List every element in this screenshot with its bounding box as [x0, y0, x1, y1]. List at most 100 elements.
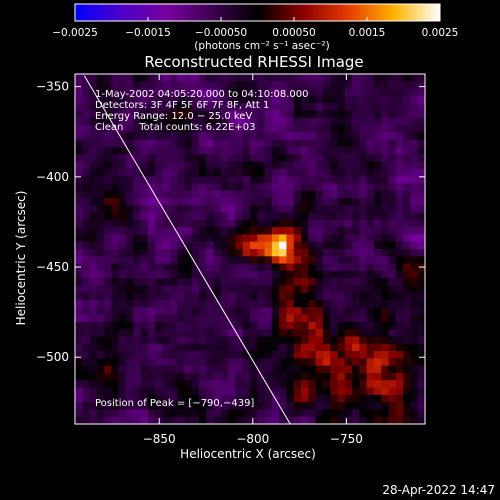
- heatmap-cell: [118, 139, 127, 148]
- heatmap-cell: [228, 241, 237, 250]
- heatmap-cell: [220, 95, 229, 104]
- heatmap-cell: [235, 197, 244, 206]
- heatmap-cell: [373, 278, 382, 287]
- heatmap-cell: [126, 372, 134, 381]
- heatmap-cell: [206, 292, 215, 301]
- heatmap-cell: [133, 314, 142, 323]
- heatmap-cell: [293, 139, 302, 148]
- heatmap-cell: [206, 343, 215, 352]
- heatmap-cell: [140, 321, 149, 330]
- heatmap-cell: [308, 329, 317, 338]
- heatmap-cell: [330, 212, 339, 221]
- heatmap-cell: [352, 176, 360, 184]
- heatmap-cell: [344, 168, 353, 177]
- heatmap-cell: [162, 110, 171, 119]
- heatmap-cell: [381, 321, 390, 330]
- heatmap-cell: [177, 190, 185, 199]
- heatmap-cell: [308, 314, 317, 323]
- heatmap-cell: [89, 95, 98, 104]
- heatmap-cell: [279, 154, 288, 163]
- heatmap-cell: [301, 307, 309, 316]
- heatmap-cell: [410, 132, 419, 141]
- heatmap-cell: [235, 394, 244, 403]
- heatmap-cell: [89, 190, 98, 199]
- heatmap-cell: [403, 321, 412, 330]
- heatmap-cell: [322, 292, 331, 301]
- heatmap-cell: [293, 88, 302, 97]
- heatmap-cell: [133, 81, 142, 90]
- heatmap-cell: [403, 212, 412, 221]
- heatmap-cell: [133, 358, 142, 367]
- heatmap-cell: [293, 351, 302, 359]
- heatmap-cell: [403, 314, 412, 323]
- heatmap-cell: [301, 314, 309, 323]
- heatmap-cell: [104, 125, 113, 133]
- heatmap-cell: [75, 249, 83, 257]
- heatmap-cell: [220, 110, 229, 119]
- heatmap-cell: [228, 314, 237, 323]
- heatmap-cell: [220, 241, 229, 250]
- heatmap-cell: [395, 212, 404, 221]
- heatmap-cell: [147, 387, 156, 396]
- heatmap-cell: [410, 321, 419, 330]
- heatmap-cell: [395, 278, 404, 287]
- heatmap-cell: [82, 117, 91, 126]
- heatmap-cell: [242, 416, 251, 424]
- heatmap-cell: [191, 205, 200, 214]
- heatmap-cell: [417, 132, 425, 141]
- heatmap-cell: [82, 74, 91, 82]
- heatmap-cell: [250, 95, 258, 104]
- heatmap-cell: [366, 241, 375, 250]
- heatmap-cell: [104, 176, 113, 184]
- heatmap-cell: [220, 205, 229, 214]
- heatmap-cell: [388, 351, 397, 359]
- heatmap-cell: [82, 81, 91, 90]
- heatmap-cell: [403, 416, 412, 424]
- heatmap-cell: [373, 270, 382, 279]
- heatmap-cell: [330, 183, 339, 192]
- heatmap-cell: [75, 161, 83, 170]
- heatmap-cell: [359, 343, 368, 352]
- heatmap-cell: [417, 176, 425, 184]
- heatmap-cell: [257, 234, 266, 243]
- heatmap-cell: [111, 212, 120, 221]
- heatmap-cell: [352, 402, 360, 411]
- heatmap-cell: [395, 307, 404, 316]
- heatmap-cell: [162, 125, 171, 133]
- heatmap-cell: [228, 168, 237, 177]
- heatmap-cell: [337, 278, 346, 287]
- heatmap-cell: [177, 278, 185, 287]
- heatmap-cell: [373, 154, 382, 163]
- heatmap-cell: [395, 292, 404, 301]
- heatmap-cell: [344, 95, 353, 104]
- heatmap-cell: [133, 256, 142, 265]
- heatmap-cell: [104, 88, 113, 97]
- heatmap-cell: [308, 154, 317, 163]
- heatmap-cell: [96, 365, 105, 374]
- heatmap-cell: [403, 329, 412, 338]
- heatmap-cell: [147, 329, 156, 338]
- heatmap-cell: [118, 132, 127, 141]
- heatmap-cell: [126, 241, 134, 250]
- heatmap-cell: [366, 190, 375, 199]
- heatmap-cell: [140, 190, 149, 199]
- heatmap-cell: [403, 409, 412, 418]
- heatmap-cell: [337, 88, 346, 97]
- heatmap-cell: [169, 74, 178, 82]
- heatmap-cell: [147, 219, 156, 228]
- heatmap-cell: [82, 88, 91, 97]
- heatmap-cell: [184, 307, 193, 316]
- heatmap-cell: [315, 161, 324, 170]
- heatmap-cell: [191, 249, 200, 257]
- heatmap-cell: [104, 416, 113, 424]
- heatmap-cell: [417, 300, 425, 308]
- heatmap-cell: [257, 190, 266, 199]
- heatmap-cell: [337, 241, 346, 250]
- heatmap-cell: [286, 380, 295, 389]
- heatmap-cell: [264, 380, 273, 389]
- heatmap-cell: [155, 292, 164, 301]
- heatmap-cell: [279, 270, 288, 279]
- heatmap-cell: [235, 146, 244, 155]
- heatmap-cell: [213, 285, 222, 294]
- x-tick-label: −750: [330, 432, 363, 446]
